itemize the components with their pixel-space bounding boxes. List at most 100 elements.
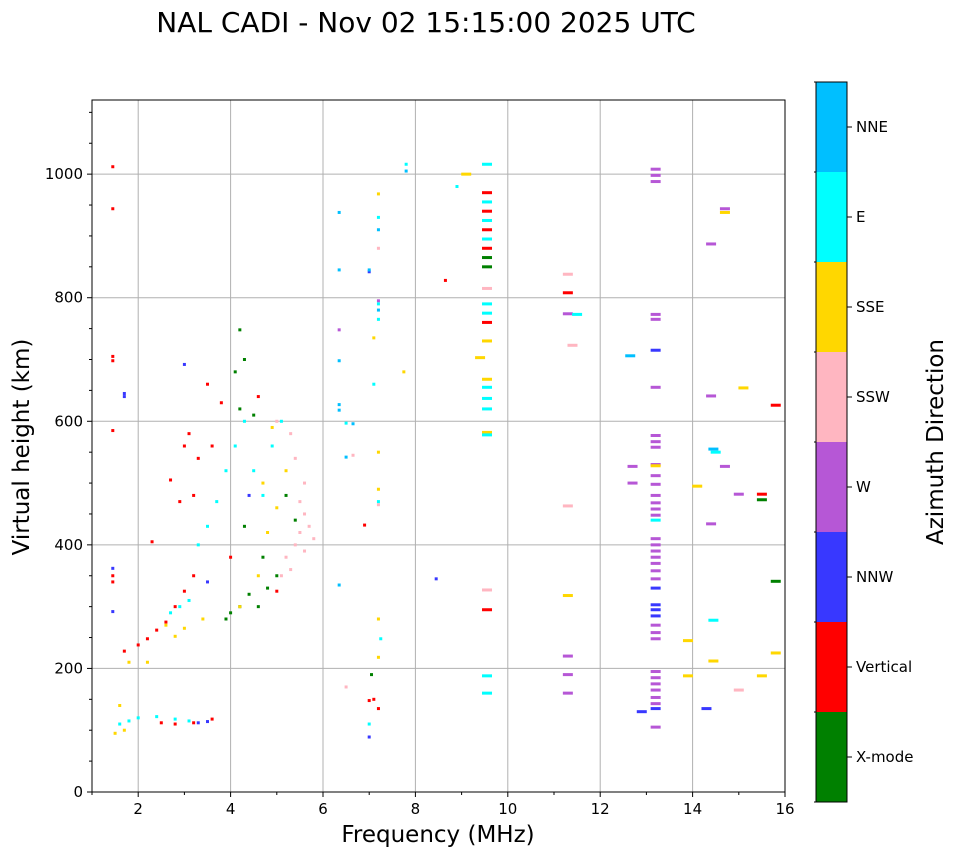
point-nnw (111, 610, 115, 614)
x-tick-label: 12 (591, 800, 610, 818)
point-nnw (182, 362, 186, 366)
colorbar-segment-e (816, 172, 847, 262)
point-sse (372, 336, 376, 340)
point-ssw (312, 537, 316, 541)
point-sse (164, 623, 168, 627)
y-axis-label: Virtual height (km) (9, 339, 35, 556)
point-nnw (196, 721, 200, 725)
point-sse (376, 192, 380, 196)
point-sse (266, 531, 270, 534)
x-tick-label: 16 (775, 800, 794, 818)
point-x-mode (275, 574, 279, 578)
point-ssw (293, 543, 297, 547)
point-e (215, 500, 219, 504)
point-ssw (562, 272, 573, 276)
point-sse (173, 634, 177, 638)
point-vertical (482, 228, 493, 232)
point-e (482, 691, 493, 695)
point-w (650, 688, 661, 692)
point-vertical (164, 620, 168, 624)
point-w (733, 492, 744, 496)
x-tick-label: 10 (498, 800, 517, 818)
point-nnw (636, 710, 647, 714)
point-vertical (482, 209, 493, 213)
point-w (650, 501, 661, 505)
point-vertical (182, 444, 186, 448)
point-vertical (210, 444, 214, 448)
point-w (650, 543, 661, 547)
point-vertical (275, 589, 279, 593)
point-w (562, 654, 573, 658)
x-axis-ticks: 2 4 6 8 10 12 14 16 (91, 792, 795, 818)
point-vertical (196, 456, 200, 460)
point-x-mode (247, 592, 251, 596)
point-sse (708, 659, 719, 663)
point-vertical (111, 354, 115, 358)
point-w (650, 702, 661, 706)
point-e (261, 493, 265, 497)
point-e (173, 717, 177, 721)
point-vertical (376, 707, 380, 711)
point-vertical (192, 721, 196, 725)
point-nnw (367, 735, 371, 739)
point-sse (461, 172, 472, 176)
point-e (482, 396, 493, 400)
point-e (572, 312, 583, 316)
y-tick-label: 0 (73, 783, 83, 801)
point-vertical (159, 721, 163, 725)
point-sse (482, 339, 493, 343)
point-e (118, 722, 122, 726)
colorbar-segment-sse (816, 262, 847, 352)
point-e (155, 715, 159, 719)
point-nnw (247, 493, 251, 497)
point-w (562, 673, 573, 677)
point-e (233, 444, 237, 448)
point-e (482, 162, 493, 166)
point-x-mode (242, 524, 246, 528)
point-w (650, 440, 661, 444)
point-ssw (376, 246, 380, 250)
point-w (650, 312, 661, 316)
point-x-mode (261, 555, 265, 559)
point-e (482, 200, 493, 204)
point-vertical (367, 699, 371, 703)
point-vertical (372, 697, 376, 701)
point-w (719, 464, 730, 468)
point-e (206, 524, 209, 528)
point-vertical (173, 722, 177, 726)
point-w (650, 725, 661, 729)
point-sse (376, 487, 380, 491)
point-w (650, 555, 661, 559)
point-e (376, 215, 380, 219)
point-vertical (145, 637, 149, 641)
point-e (650, 518, 661, 522)
point-e (482, 407, 493, 411)
point-x-mode (233, 370, 237, 374)
point-x-mode (266, 586, 270, 590)
point-nnw (206, 580, 209, 584)
point-sse (127, 660, 131, 664)
point-nnw (111, 566, 115, 570)
point-e (367, 722, 371, 726)
point-sse (275, 506, 279, 510)
point-vertical (482, 191, 493, 195)
point-e (127, 719, 131, 723)
point-ssw (733, 688, 744, 692)
point-sse (113, 731, 117, 735)
point-ssw (567, 343, 578, 347)
point-x-mode (256, 605, 260, 609)
point-vertical (111, 580, 115, 584)
point-x-mode (224, 617, 228, 621)
point-nnw (650, 614, 661, 618)
point-ssw (307, 524, 311, 528)
point-nne (351, 422, 355, 426)
point-sse (376, 450, 380, 454)
point-sse (682, 674, 693, 678)
point-sse (756, 674, 767, 678)
colorbar-label-nne: NNE (856, 118, 888, 136)
point-e (376, 500, 380, 504)
colorbar-label-vertical: Vertical (856, 658, 912, 676)
point-w (650, 670, 661, 674)
point-ssw (562, 504, 573, 508)
